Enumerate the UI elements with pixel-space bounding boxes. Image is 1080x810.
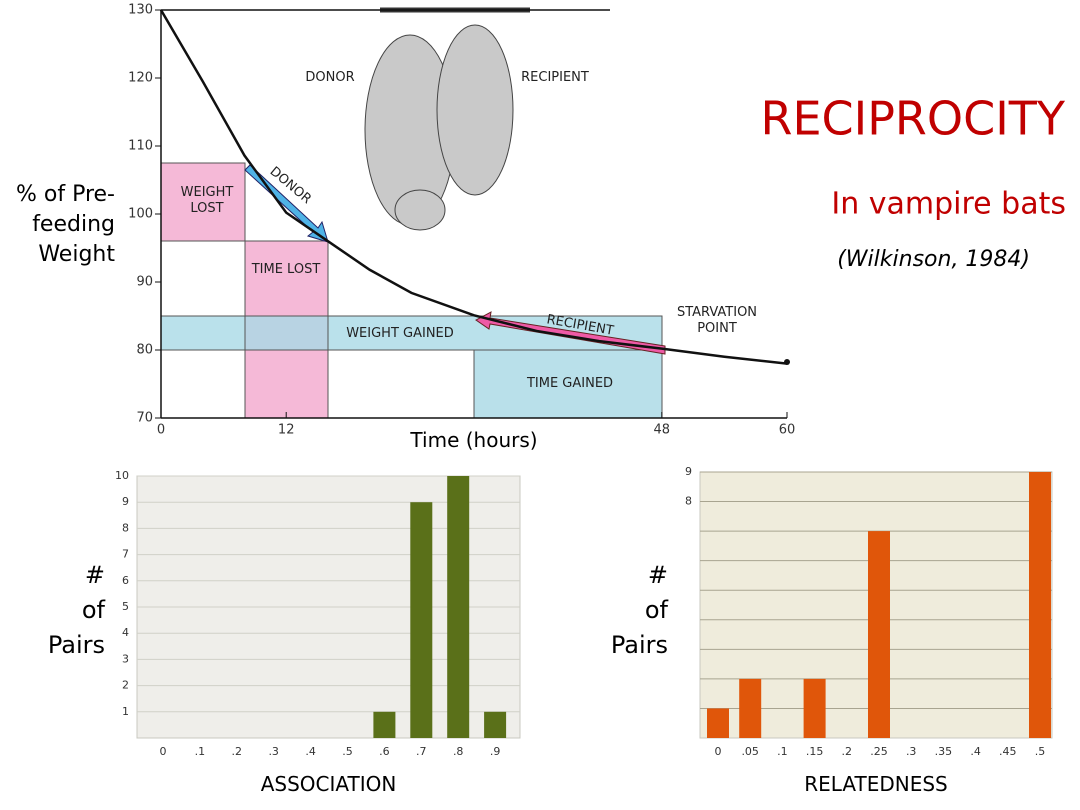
y-tick-label: 6 xyxy=(122,574,129,587)
bar xyxy=(707,708,729,738)
bat-illustration xyxy=(364,24,514,231)
x-tick-label: .1 xyxy=(777,745,788,758)
y-tick-label: 9 xyxy=(122,495,129,508)
weight-lost-region xyxy=(161,163,245,241)
annotation: WEIGHT LOST xyxy=(180,185,234,216)
y-tick-label: 4 xyxy=(122,626,129,639)
annotation: STARVATION POINT xyxy=(676,305,758,336)
y-tick-label: 8 xyxy=(685,495,692,508)
x-tick-label: .8 xyxy=(453,745,464,758)
y-tick-label: 100 xyxy=(128,207,153,222)
x-tick-label: .4 xyxy=(970,745,981,758)
x-tick-label: .9 xyxy=(490,745,501,758)
y-tick-label: 9 xyxy=(685,465,692,478)
slide-subtitle: In vampire bats xyxy=(831,187,1066,222)
y-axis-label: # of Pairs xyxy=(47,561,105,659)
x-tick-label: .6 xyxy=(379,745,390,758)
x-tick-label: .05 xyxy=(741,745,759,758)
bar xyxy=(484,711,507,738)
y-tick-label: 7 xyxy=(122,548,129,561)
slide-title: RECIPROCITY xyxy=(760,92,1065,146)
y-tick-label: 3 xyxy=(122,652,129,665)
annotation: DONOR xyxy=(305,70,355,85)
x-tick-label: .35 xyxy=(935,745,953,758)
x-tick-label: 60 xyxy=(779,423,796,438)
x-tick-label: .15 xyxy=(806,745,824,758)
y-axis-label: % of Pre-feeding Weight xyxy=(15,182,115,267)
y-tick-label: 1 xyxy=(122,705,129,718)
y-tick-label: 70 xyxy=(136,411,153,426)
x-axis-label: RELATEDNESS xyxy=(804,772,948,796)
x-tick-label: .1 xyxy=(195,745,206,758)
y-axis-label: # of Pairs xyxy=(610,561,668,659)
weight-curve xyxy=(159,9,788,365)
x-tick-label: 0 xyxy=(157,423,165,438)
time-gained-region xyxy=(474,350,662,418)
annotation: RECIPIENT xyxy=(521,70,589,85)
bar xyxy=(739,678,762,738)
bar xyxy=(410,502,433,738)
x-tick-label: .3 xyxy=(268,745,279,758)
x-tick-label: .25 xyxy=(870,745,888,758)
x-tick-label: .7 xyxy=(416,745,427,758)
x-tick-label: .2 xyxy=(842,745,853,758)
y-tick-label: 80 xyxy=(136,343,153,358)
y-tick-label: 5 xyxy=(122,600,129,613)
citation: (Wilkinson, 1984) xyxy=(837,247,1030,272)
y-tick-label: 120 xyxy=(128,71,153,86)
x-tick-label: 0 xyxy=(715,745,722,758)
y-tick-label: 110 xyxy=(128,139,153,154)
y-tick-label: 2 xyxy=(122,679,129,692)
bar xyxy=(803,678,826,738)
x-tick-label: .4 xyxy=(305,745,316,758)
x-axis-label: Time (hours) xyxy=(410,428,538,452)
annotation: TIME GAINED xyxy=(526,376,614,391)
x-tick-label: .5 xyxy=(1035,745,1046,758)
bar xyxy=(373,711,396,738)
y-tick-label: 8 xyxy=(122,521,129,534)
y-tick-label: 10 xyxy=(115,469,129,482)
x-tick-label: .2 xyxy=(232,745,243,758)
bar xyxy=(447,476,470,738)
y-tick-label: 130 xyxy=(128,3,153,18)
x-tick-label: 12 xyxy=(278,423,295,438)
annotation: TIME LOST xyxy=(251,262,321,277)
bar xyxy=(868,531,890,738)
x-axis-label: ASSOCIATION xyxy=(260,772,397,796)
x-tick-label: .3 xyxy=(906,745,917,758)
y-tick-label: 90 xyxy=(136,275,153,290)
x-tick-label: .5 xyxy=(342,745,353,758)
annotation: WEIGHT GAINED xyxy=(346,326,454,341)
x-tick-label: 48 xyxy=(654,423,671,438)
x-tick-label: 0 xyxy=(160,745,167,758)
bar xyxy=(1029,472,1051,738)
x-tick-label: .45 xyxy=(999,745,1017,758)
